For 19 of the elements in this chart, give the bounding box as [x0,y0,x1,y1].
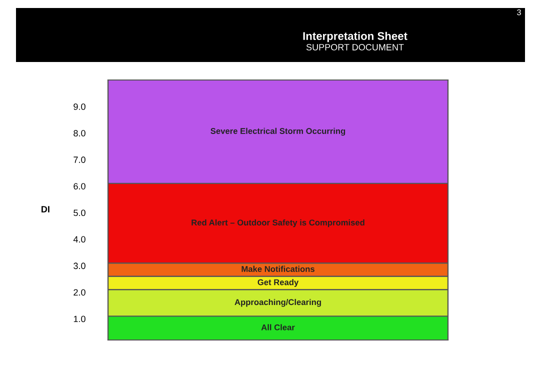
y-tick-label: 7.0 [74,156,86,163]
y-tick-label: 8.0 [74,130,86,136]
y-tick-label: 2.0 [74,289,86,296]
y-tick-label: 1.0 [74,316,86,322]
y-tick-label: 6.0 [74,183,86,190]
y-tick-label: 5.0 [74,210,86,216]
band-label: Red Alert – Outdoor Safety is Compromised [192,219,364,228]
y-tick-label: 4.0 [73,236,86,243]
band-label: All Clear [261,324,295,330]
y-axis-title: DI [42,206,50,212]
text: 3 [517,9,521,16]
chart-title: Interpretation Sheet [303,32,408,42]
chart-subtitle: SUPPORT DOCUMENT [306,44,404,50]
band-label: Approaching/Clearing [234,298,321,307]
band-label: Get Ready [258,279,299,287]
y-tick-label: 9.0 [74,104,86,110]
band-label: Severe Electrical Storm Occurring [210,128,346,136]
y-tick-label: 3.0 [74,262,86,270]
band-label: Make Notifications [242,266,314,272]
